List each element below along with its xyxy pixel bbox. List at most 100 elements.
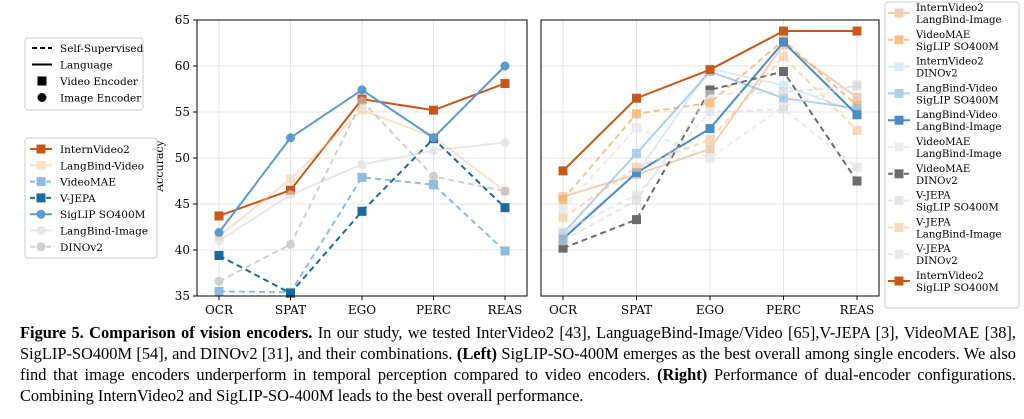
- x-tick-label-reas: REAS: [488, 303, 523, 317]
- point-langbind-video-langbind-image-perc: [779, 37, 788, 47]
- left-series-legend: InternVideo2 LangBind-Video VideoMAE V-JEPA…: [24, 137, 158, 259]
- legend-key-videomae-langbind-image: [888, 142, 910, 152]
- legend-marker-videomae-langbind-image: [894, 142, 904, 152]
- point-internvideo2-langbind-image-ego: [705, 144, 715, 154]
- legend-key-internvideo2-dinov2: [888, 62, 910, 72]
- caption-right-tag: (Right): [657, 365, 708, 384]
- legend-key-langbind-video: [30, 160, 52, 170]
- point-v-jepa-langbind-image-ocr: [558, 213, 568, 223]
- legend-marker-internvideo2-siglip-so400m: [894, 276, 904, 286]
- legend-marker-langbind-video-siglip-so400m: [894, 88, 904, 98]
- legend-marker-v-jepa-dinov2: [894, 249, 904, 259]
- legend-label-v-jepa-dinov2-line2: DINOv2: [916, 256, 958, 267]
- legend-marker-v-jepa-langbind-image: [894, 222, 904, 232]
- legend-key-v-jepa-dinov2: [888, 249, 910, 259]
- series-v-jepa-langbind-image: [558, 52, 862, 223]
- series-line-langbind-video: [218, 109, 506, 237]
- legend-label-internvideo2-siglip-so400m-line2: SigLIP SO400M: [916, 283, 999, 294]
- legend-label-v-jepa-langbind-image-line2: LangBind-Image: [916, 229, 1002, 240]
- legend-label-v-jepa-siglip-so400m-line1: V-JEPA: [915, 191, 951, 202]
- point-langbind-video-siglip-so400m-reas: [852, 103, 862, 113]
- point-langbind-video-langbind-image-ego: [705, 124, 715, 134]
- series-line-v-jepa: [218, 137, 506, 295]
- legend-label-internvideo2-siglip-so400m-line1: InternVideo2: [916, 271, 984, 282]
- x-tick-label-ocr: OCR: [205, 303, 234, 317]
- point-videomae-dinov2-spat: [632, 215, 641, 225]
- style-legend-label-video-encoder: Video Encoder: [59, 76, 139, 88]
- point-internvideo2-siglip-so400m-perc: [779, 26, 788, 36]
- legend-key-dinov2: [30, 242, 52, 252]
- legend-key-siglip-so400m: [30, 209, 52, 219]
- style-legend-box: [24, 37, 144, 111]
- series-line-videomae-dinov2: [562, 70, 858, 250]
- point-internvideo2-siglip-so400m-spat: [632, 93, 641, 103]
- legend-label-langbind-image: LangBind-Image: [60, 226, 148, 238]
- point-internvideo2-perc: [429, 105, 438, 115]
- legend-label-siglip-so400m: SigLIP SO400M: [60, 209, 146, 221]
- caption-label: Figure 5.: [20, 323, 84, 342]
- point-langbind-video-langbind-image-reas: [852, 110, 862, 120]
- point-siglip-so400m-reas: [500, 61, 510, 71]
- point-siglip-so400m-perc: [429, 133, 438, 143]
- legend-label-v-jepa-dinov2-line1: V-JEPA: [915, 244, 951, 255]
- point-v-jepa-siglip-so400m-ocr: [558, 236, 568, 246]
- legend-label-videomae-dinov2-line1: VideoMAE: [915, 164, 970, 175]
- point-v-jepa-reas: [500, 203, 510, 213]
- point-dinov2-spat: [286, 239, 295, 249]
- series-langbind-image: [214, 137, 510, 246]
- series-line-videomae-siglip-so400m: [562, 38, 858, 201]
- legend-key-v-jepa-langbind-image: [888, 222, 910, 232]
- series-line-videomae-langbind-image: [562, 83, 858, 210]
- legend-label-internvideo2-langbind-image-line1: InternVideo2: [916, 3, 984, 14]
- point-internvideo2-siglip-so400m-ego: [705, 65, 715, 75]
- right-x-ticks: OCR SPAT EGO PERC REAS: [549, 296, 874, 317]
- x-tick-label-perc: PERC: [766, 303, 801, 317]
- legend-marker-videomae: [36, 177, 46, 187]
- x-tick-label-reas: REAS: [840, 303, 875, 317]
- point-internvideo2-siglip-so400m-reas: [852, 26, 862, 36]
- right-series-lines: [558, 26, 862, 253]
- y-tick-label-65: 65: [175, 13, 190, 27]
- style-legend: Self-Supervised Language Video Encoder Imag…: [24, 37, 144, 111]
- point-dinov2-perc: [429, 171, 438, 181]
- legend-label-internvideo2: InternVideo2: [60, 144, 130, 156]
- left-grid: [197, 19, 527, 297]
- x-tick-label-spat: SPAT: [275, 303, 306, 317]
- legend-label-videomae-dinov2-line2: DINOv2: [916, 176, 958, 187]
- legend-label-videomae-langbind-image-line1: VideoMAE: [915, 137, 970, 148]
- point-v-jepa-langbind-image-reas: [852, 125, 862, 135]
- legend-label-v-jepa-langbind-image-line1: V-JEPA: [915, 217, 951, 228]
- caption-title: Comparison of vision encoders.: [89, 323, 313, 342]
- series-dinov2: [214, 96, 510, 286]
- y-tick-label-60: 60: [175, 59, 190, 73]
- point-v-jepa-dinov2-reas: [852, 162, 862, 172]
- series-line-videomae: [218, 176, 506, 294]
- legend-label-v-jepa: V-JEPA: [59, 193, 96, 205]
- caption-text-2: SigLIP-SO-400M emerges as the best overa…: [20, 344, 1016, 384]
- legend-label-langbind-video: LangBind-Video: [60, 160, 144, 172]
- x-tick-label-perc: PERC: [416, 303, 451, 317]
- point-v-jepa-siglip-so400m-perc: [779, 87, 788, 97]
- legend-label-internvideo2-dinov2-line1: InternVideo2: [916, 57, 984, 68]
- legend-marker-internvideo2-dinov2: [894, 62, 904, 72]
- y-tick-label-45: 45: [175, 197, 190, 211]
- legend-key-internvideo2-siglip-so400m: [888, 276, 910, 286]
- style-legend-label-language: Language: [60, 60, 113, 72]
- point-dinov2-ocr: [214, 276, 224, 286]
- point-videomae-dinov2-reas: [852, 176, 862, 186]
- point-langbind-video-siglip-so400m-perc: [779, 93, 788, 103]
- point-langbind-video-langbind-image-spat: [632, 168, 641, 178]
- legend-label-langbind-video-langbind-image-line1: LangBind-Video: [916, 110, 998, 121]
- series-legend-box: [24, 137, 158, 259]
- point-v-jepa-dinov2-spat: [632, 190, 641, 200]
- legend-key-langbind-video-langbind-image: [888, 115, 910, 125]
- legend-marker-siglip-so400m: [36, 209, 46, 219]
- x-tick-label-spat: SPAT: [621, 303, 652, 317]
- circle-marker-icon: [37, 93, 47, 102]
- point-v-jepa-langbind-image-ego: [705, 135, 715, 145]
- point-langbind-image-ocr: [214, 236, 224, 246]
- point-v-jepa-dinov2-ego: [705, 107, 715, 117]
- legend-label-videomae-siglip-so400m-line1: VideoMAE: [915, 30, 970, 41]
